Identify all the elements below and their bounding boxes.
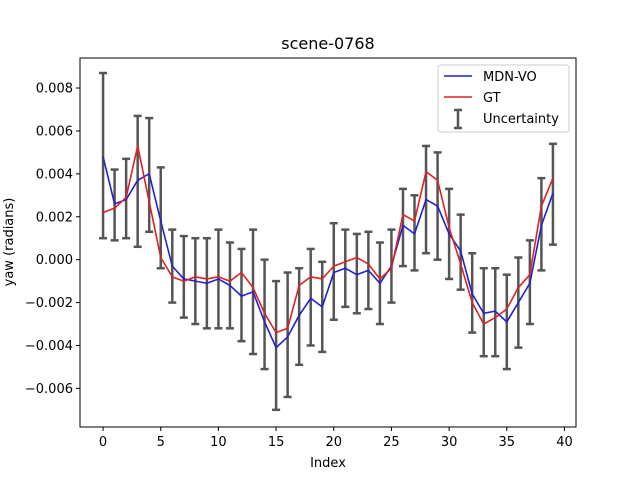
x-tick-label: 0 [99, 435, 107, 450]
y-tick-label: 0.004 [36, 167, 73, 182]
x-tick-label: 35 [499, 435, 516, 450]
errorbar-16 [283, 271, 292, 399]
axes-frame [79, 57, 577, 428]
legend-label-gt: GT [483, 91, 501, 106]
x-tick-label: 10 [210, 435, 227, 450]
series-line-mdn-vo [102, 156, 554, 349]
y-tick-label: 0.000 [36, 253, 73, 268]
errorbar-22 [352, 232, 361, 315]
plot-area [99, 71, 557, 412]
errorbar-0 [99, 71, 108, 240]
x-tick-label: 5 [157, 435, 165, 450]
y-tick-label: 0.008 [36, 82, 73, 97]
y-tick-label: −0.006 [25, 382, 73, 397]
x-axis-label: Index [310, 456, 346, 471]
legend-swatch-uncertainty [454, 108, 462, 130]
legend-frame [437, 64, 570, 133]
errorbar-15 [272, 279, 281, 412]
y-tick-label: 0.002 [36, 210, 73, 225]
x-axis: 0 5 10 15 20 25 30 35 40 [99, 427, 573, 450]
x-tick-label: 25 [383, 435, 400, 450]
y-axis-label: yaw (radians) [2, 198, 17, 287]
x-tick-label: 20 [325, 435, 342, 450]
y-tick-label: 0.006 [36, 124, 73, 139]
series-line-gt [102, 145, 554, 334]
errorbar-7 [179, 234, 188, 319]
legend-label-mdn-vo: MDN-VO [483, 70, 537, 85]
x-tick-label: 30 [441, 435, 458, 450]
legend-label-uncertainty: Uncertainty [483, 112, 559, 127]
y-tick-label: −0.004 [25, 339, 73, 354]
y-tick-label: −0.002 [25, 296, 73, 311]
y-axis: −0.006 −0.004 −0.002 0.000 0.002 0.004 0.006 0.… [25, 82, 80, 397]
errorbar-1 [110, 168, 119, 242]
x-tick-label: 15 [268, 435, 285, 450]
errorbar-20 [329, 221, 338, 321]
legend: MDN-VO GT Uncertainty [437, 64, 570, 133]
chart-title: scene-0768 [281, 34, 374, 53]
x-tick-label: 40 [556, 435, 573, 450]
errorbar-18 [306, 247, 315, 347]
